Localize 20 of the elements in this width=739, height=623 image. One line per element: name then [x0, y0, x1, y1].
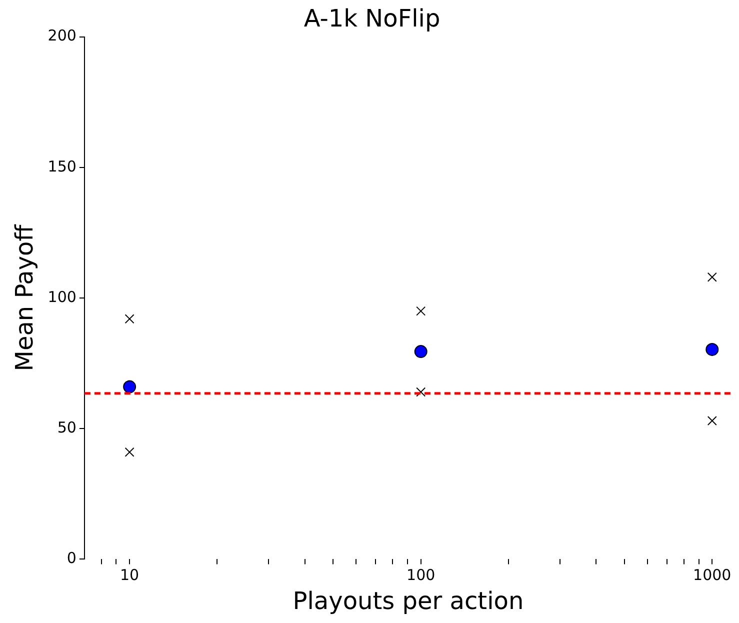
x-tick-label: 10 — [120, 566, 140, 584]
point — [124, 447, 134, 457]
point — [707, 272, 717, 282]
point — [416, 387, 426, 397]
y-tick-label: 150 — [48, 157, 76, 176]
y-tick-label: 50 — [57, 418, 76, 436]
point — [123, 380, 136, 394]
x-axis-title: Playouts per action — [292, 586, 524, 615]
point — [416, 306, 426, 316]
chart-title: A-1k NoFlip — [304, 4, 440, 33]
y-tick-label: 100 — [48, 288, 76, 306]
y-tick-label: 200 — [48, 26, 76, 45]
point — [124, 314, 134, 324]
point — [706, 342, 719, 356]
point — [414, 345, 428, 358]
y-tick-label: 0 — [66, 549, 76, 568]
point — [707, 416, 717, 426]
x-tick-label: 1000 — [693, 566, 732, 584]
y-axis-title: Mean Payoff — [10, 224, 39, 372]
x-tick-label: 100 — [406, 566, 436, 584]
